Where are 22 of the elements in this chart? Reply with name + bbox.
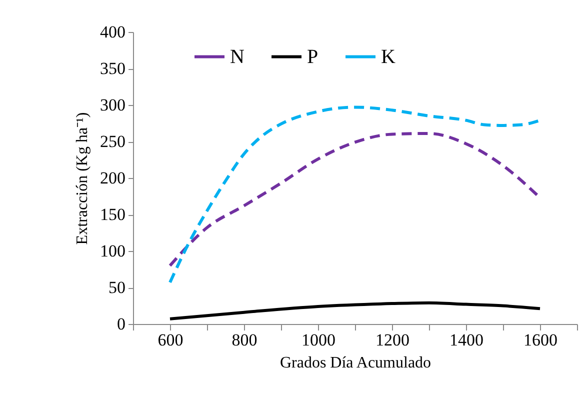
- y-tick-label: 350: [100, 59, 126, 78]
- y-tick-label: 300: [100, 96, 126, 114]
- y-tick-label: 0: [117, 314, 126, 334]
- legend-label: P: [307, 46, 318, 68]
- legend-label: N: [230, 46, 244, 68]
- x-tick-label: 1000: [302, 330, 336, 350]
- line-series: [168, 301, 542, 320]
- x-tick-label: 1200: [376, 330, 410, 350]
- y-tick-label: 150: [100, 205, 126, 224]
- y-tick-label: 200: [100, 168, 126, 188]
- y-axis-title: Extracción (Kg ha⁻¹): [74, 112, 91, 245]
- y-tick-label: 400: [100, 22, 126, 42]
- y-tick-label: 100: [100, 242, 126, 260]
- x-tick-label: 1400: [450, 330, 484, 350]
- legend-label: K: [381, 46, 396, 68]
- line-series: [168, 106, 542, 284]
- y-tick-label: 250: [100, 132, 126, 151]
- y-tick-label: 50: [108, 278, 126, 297]
- x-tick-label: 800: [232, 330, 258, 350]
- x-tick-label: 600: [158, 330, 184, 350]
- x-tick-label: 1600: [524, 330, 558, 350]
- x-axis-title: Grados Día Acumulado: [280, 354, 432, 372]
